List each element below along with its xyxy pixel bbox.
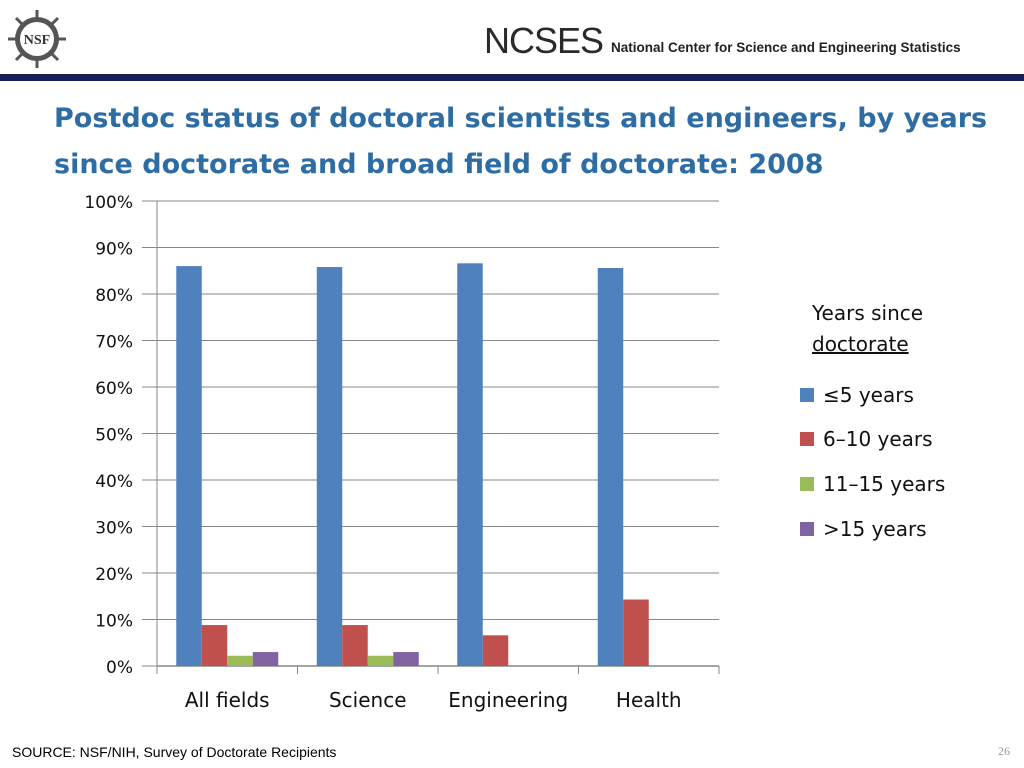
bar — [201, 625, 228, 666]
y-tick-label: 50% — [95, 426, 133, 446]
x-tick-label: Science — [329, 688, 407, 712]
nsf-logo: NSF — [8, 10, 66, 68]
y-tick-label: 40% — [95, 472, 133, 492]
legend-label: ≤5 years — [823, 383, 914, 407]
legend-swatch — [800, 432, 814, 446]
legend-label: >15 years — [823, 517, 927, 541]
bar — [316, 267, 343, 666]
bar-chart: 0% 10% 20% 30% 40% 50% 60% 70% 80% 90% 100% All fie… — [84, 193, 720, 712]
legend-label: 11–15 years — [823, 472, 946, 496]
ncses-wordmark: NCSES — [484, 20, 604, 61]
legend-label: 6–10 years — [823, 427, 933, 451]
x-tick-label: Health — [616, 688, 682, 712]
source-note: SOURCE: NSF/NIH, Survey of Doctorate Rec… — [12, 744, 337, 760]
bar — [227, 655, 253, 666]
bar — [342, 625, 368, 666]
bar — [623, 599, 649, 666]
nsf-logo-text: NSF — [24, 33, 50, 48]
y-tick-label: 80% — [95, 286, 133, 306]
y-tick-label: 10% — [95, 612, 133, 632]
bar — [252, 652, 279, 666]
x-tick-label: Engineering — [448, 688, 568, 712]
y-tick-label: 0% — [106, 658, 133, 678]
bar — [393, 652, 419, 666]
bar — [367, 655, 394, 666]
x-tick-label: All fields — [185, 688, 270, 712]
legend-title: Years since doctorate — [812, 298, 923, 360]
bar — [176, 266, 202, 666]
ncses-full-name: National Center for Science and Engineer… — [611, 40, 961, 55]
bar — [457, 263, 483, 666]
legend-title-line1: Years since — [812, 301, 924, 325]
y-tick-label: 70% — [95, 333, 133, 353]
bar — [482, 635, 509, 666]
legend-swatch — [800, 477, 814, 491]
legend-item: ≤5 years — [800, 382, 914, 408]
legend-item: 6–10 years — [800, 426, 933, 452]
legend-swatch — [800, 388, 814, 402]
legend-swatch — [800, 522, 814, 536]
y-tick-label: 90% — [95, 240, 133, 260]
bar — [597, 267, 624, 666]
y-tick-label: 60% — [95, 379, 133, 399]
legend-item: 11–15 years — [800, 471, 945, 497]
y-tick-label: 30% — [95, 519, 133, 539]
slide-title: Postdoc status of doctoral scientists an… — [54, 103, 988, 180]
page-number: 26 — [998, 744, 1010, 758]
legend-item: >15 years — [800, 516, 927, 542]
y-tick-label: 20% — [95, 565, 133, 585]
legend-title-line2: doctorate — [812, 332, 909, 356]
header-rule — [0, 74, 1024, 81]
y-tick-label: 100% — [84, 193, 133, 213]
